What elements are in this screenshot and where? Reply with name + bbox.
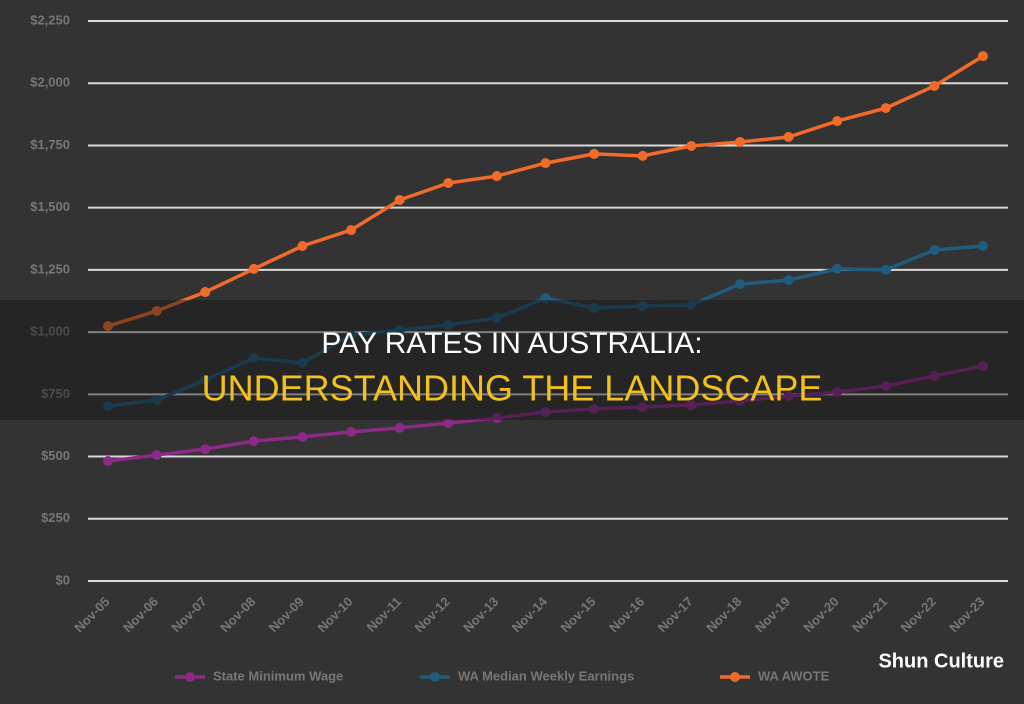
data-point: [978, 360, 988, 371]
data-point: [346, 426, 357, 437]
data-point: [832, 263, 843, 274]
data-point: [297, 357, 308, 368]
data-point: [783, 131, 794, 142]
data-point: [929, 244, 940, 255]
legend-label: State Minimum Wage: [213, 668, 343, 683]
legend-label: WA Median Weekly Earnings: [458, 668, 634, 683]
y-tick-label: $750: [41, 386, 70, 401]
data-point: [686, 299, 697, 310]
data-point: [491, 312, 502, 323]
data-point: [880, 264, 891, 275]
data-point: [589, 302, 600, 313]
data-point: [540, 293, 551, 304]
y-tick-label: $1,250: [30, 261, 70, 276]
y-tick-label: $1,750: [30, 137, 70, 152]
overlay-band: [0, 300, 1024, 420]
data-point: [151, 305, 162, 316]
data-point: [151, 450, 162, 461]
data-point: [248, 352, 259, 363]
data-point: [637, 150, 648, 161]
overlay-subtitle: UNDERSTANDING THE LANDSCAPE: [202, 368, 823, 409]
data-point: [200, 374, 211, 385]
data-point: [151, 395, 162, 406]
data-point: [734, 136, 745, 147]
data-point: [734, 396, 745, 407]
data-point: [929, 370, 940, 381]
data-point: [978, 240, 988, 251]
data-point: [589, 404, 600, 415]
data-point: [346, 225, 357, 236]
data-point: [200, 444, 211, 455]
overlay-title: PAY RATES IN AUSTRALIA:: [321, 327, 702, 360]
y-tick-label: $500: [41, 448, 70, 463]
data-point: [832, 116, 843, 127]
data-point: [783, 275, 794, 286]
y-tick-label: $2,250: [30, 12, 70, 27]
data-point: [589, 148, 600, 159]
data-point: [978, 51, 988, 62]
data-point: [540, 158, 551, 169]
data-point: [200, 287, 211, 298]
y-tick-label: $250: [41, 510, 70, 525]
data-point: [491, 171, 502, 182]
data-point: [491, 412, 502, 423]
watermark: Shun Culture: [878, 650, 1004, 672]
data-point: [103, 401, 113, 412]
data-point: [540, 407, 551, 418]
data-point: [297, 431, 308, 442]
data-point: [394, 422, 405, 433]
data-point: [686, 400, 697, 411]
data-point: [880, 381, 891, 392]
data-point: [880, 103, 891, 114]
legend-marker: [730, 672, 740, 682]
data-point: [248, 263, 259, 274]
data-point: [783, 391, 794, 402]
data-point: [346, 330, 357, 341]
data-point: [394, 325, 405, 336]
y-tick-label: $2,000: [30, 75, 70, 90]
data-point: [929, 80, 940, 91]
data-point: [394, 194, 405, 205]
data-point: [686, 140, 697, 151]
y-tick-label: $0: [56, 572, 70, 587]
data-point: [443, 178, 454, 189]
y-tick-label: $1,000: [30, 324, 70, 339]
data-point: [443, 417, 454, 428]
data-point: [637, 300, 648, 311]
legend-marker: [185, 672, 195, 682]
legend-label: WA AWOTE: [758, 668, 830, 683]
data-point: [637, 402, 648, 413]
data-point: [734, 279, 745, 290]
data-point: [103, 321, 113, 332]
data-point: [248, 436, 259, 447]
data-point: [297, 240, 308, 251]
data-point: [103, 456, 113, 467]
data-point: [832, 387, 843, 398]
y-tick-label: $1,500: [30, 199, 70, 214]
data-point: [443, 319, 454, 330]
legend-marker: [430, 672, 440, 682]
